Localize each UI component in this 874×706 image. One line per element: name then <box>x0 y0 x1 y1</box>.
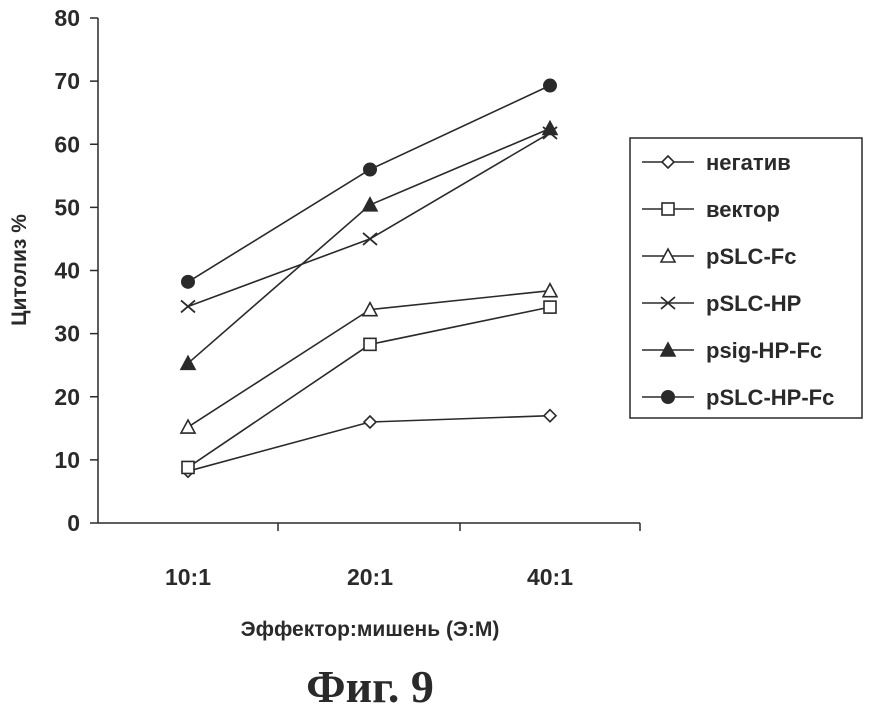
data-point <box>364 416 376 428</box>
data-point <box>182 461 194 473</box>
legend-label: pSLC-HP <box>706 291 801 316</box>
y-tick-label: 80 <box>54 5 80 31</box>
y-tick-label: 30 <box>54 321 80 347</box>
data-point <box>182 275 195 288</box>
x-axis-label: Эффектор:мишень (Э:М) <box>241 618 500 641</box>
y-tick-label: 10 <box>54 447 80 473</box>
series-2 <box>181 284 557 433</box>
data-point <box>181 420 195 433</box>
x-tick-label: 20:1 <box>347 564 393 590</box>
data-point <box>181 300 195 312</box>
y-tick-label: 50 <box>54 194 80 220</box>
y-axis-ticks: 0 10 20 30 40 50 60 70 80 <box>54 5 98 536</box>
legend-marker <box>662 391 675 404</box>
data-point <box>364 338 376 350</box>
legend-marker <box>662 203 674 215</box>
x-tick-label: 40:1 <box>527 564 573 590</box>
data-point <box>364 163 377 176</box>
x-axis-ticks: 10:1 20:1 40:1 <box>165 523 640 590</box>
data-point <box>363 233 377 245</box>
series-line <box>188 133 550 307</box>
series-0 <box>182 410 556 478</box>
data-point <box>543 284 557 297</box>
y-tick-label: 70 <box>54 68 80 94</box>
legend-label: pSLC-Fc <box>706 244 796 269</box>
legend-label: psig-HP-Fc <box>706 338 822 363</box>
legend-label: pSLC-HP-Fc <box>706 385 834 410</box>
series-4 <box>181 121 557 369</box>
legend-box <box>630 138 862 418</box>
legend-label: негатив <box>706 150 791 175</box>
y-tick-label: 20 <box>54 384 80 410</box>
series-5 <box>182 79 557 288</box>
y-axis-label: Цитолиз % <box>8 214 31 326</box>
y-tick-label: 40 <box>54 258 80 284</box>
plot-area: 0 10 20 30 40 50 60 70 80 10:1 20:1 40:1 <box>54 5 640 590</box>
series-3 <box>181 127 557 313</box>
data-point <box>363 198 377 211</box>
data-point <box>544 301 556 313</box>
y-tick-label: 0 <box>67 510 80 536</box>
figure-caption: Фиг. 9 <box>306 661 434 706</box>
series-line <box>188 307 550 467</box>
series-layer <box>181 79 557 477</box>
series-1 <box>182 301 556 473</box>
legend: негатив вектор pSLC-Fc pSLC-HP psig-HP-Fc pSL… <box>630 138 862 418</box>
y-tick-label: 60 <box>54 131 80 157</box>
x-tick-label: 10:1 <box>165 564 211 590</box>
legend-label: вектор <box>706 197 780 222</box>
data-point <box>544 410 556 422</box>
data-point <box>544 79 557 92</box>
series-line <box>188 86 550 282</box>
